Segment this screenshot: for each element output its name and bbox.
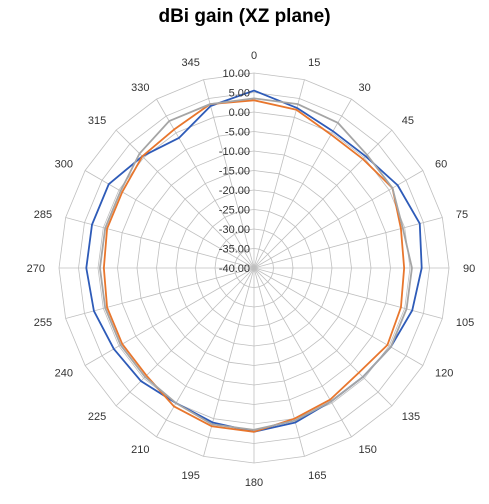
angle-label: 60: [435, 159, 447, 171]
angle-label: 105: [456, 317, 474, 329]
series-layer: [85, 89, 423, 433]
angle-label: 90: [463, 263, 475, 275]
grid-layer: [58, 72, 450, 464]
grid-spoke: [203, 79, 255, 269]
grid-spoke: [84, 170, 255, 269]
radial-tick-label: -5.00: [225, 127, 250, 139]
angle-label: 135: [402, 411, 420, 423]
angle-label: 120: [435, 368, 453, 380]
grid-spoke: [253, 170, 424, 269]
angle-label: 285: [34, 209, 52, 221]
radial-tick-label: -15.00: [219, 166, 250, 178]
radial-tick-label: -20.00: [219, 185, 250, 197]
grid-spoke: [253, 267, 443, 319]
grid-spoke: [156, 98, 255, 269]
radial-tick-label: 10.00: [222, 68, 250, 80]
angle-label: 210: [131, 444, 149, 456]
grid-spoke: [253, 267, 305, 457]
angle-label: 255: [34, 317, 52, 329]
radial-tick-label: 5.00: [229, 88, 250, 100]
angle-label: 330: [131, 82, 149, 94]
angle-label: 180: [245, 477, 263, 489]
angle-label: 15: [308, 57, 320, 69]
angle-label: 150: [359, 444, 377, 456]
angle-label: 75: [456, 209, 468, 221]
angle-label: 315: [88, 115, 106, 127]
grid-spoke: [253, 267, 424, 366]
angle-label: 270: [27, 263, 45, 275]
radial-tick-label: -35.00: [219, 244, 250, 256]
angle-label: 30: [359, 82, 371, 94]
angle-label: 240: [55, 368, 73, 380]
angle-label: 225: [88, 411, 106, 423]
label-layer: 10.00 5.00 0.00 -5.00 -10.00 -15.00 -20.00 -25.…: [27, 50, 476, 489]
angle-label: 345: [182, 57, 200, 69]
angle-label: 0: [251, 50, 257, 62]
radial-tick-label: -40.00: [219, 263, 250, 275]
series-line-3: [99, 97, 413, 431]
radial-tick-label: 0.00: [229, 107, 250, 119]
radial-tick-label: -25.00: [219, 205, 250, 217]
grid-spoke: [253, 217, 443, 269]
angle-label: 300: [55, 159, 73, 171]
grid-spoke: [156, 267, 255, 438]
chart-title: dBi gain (XZ plane): [158, 6, 331, 27]
grid-spoke: [65, 267, 255, 319]
grid-spoke: [253, 79, 305, 269]
grid-spoke: [65, 217, 255, 269]
grid-spoke: [115, 267, 255, 407]
grid-spoke: [253, 267, 352, 438]
angle-label: 165: [308, 470, 326, 482]
angle-label: 195: [182, 470, 200, 482]
radial-tick-label: -10.00: [219, 146, 250, 158]
radial-tick-label: -30.00: [219, 224, 250, 236]
grid-spoke: [253, 129, 393, 269]
grid-spoke: [253, 98, 352, 269]
angle-label: 45: [402, 115, 414, 127]
grid-spoke: [253, 267, 393, 407]
